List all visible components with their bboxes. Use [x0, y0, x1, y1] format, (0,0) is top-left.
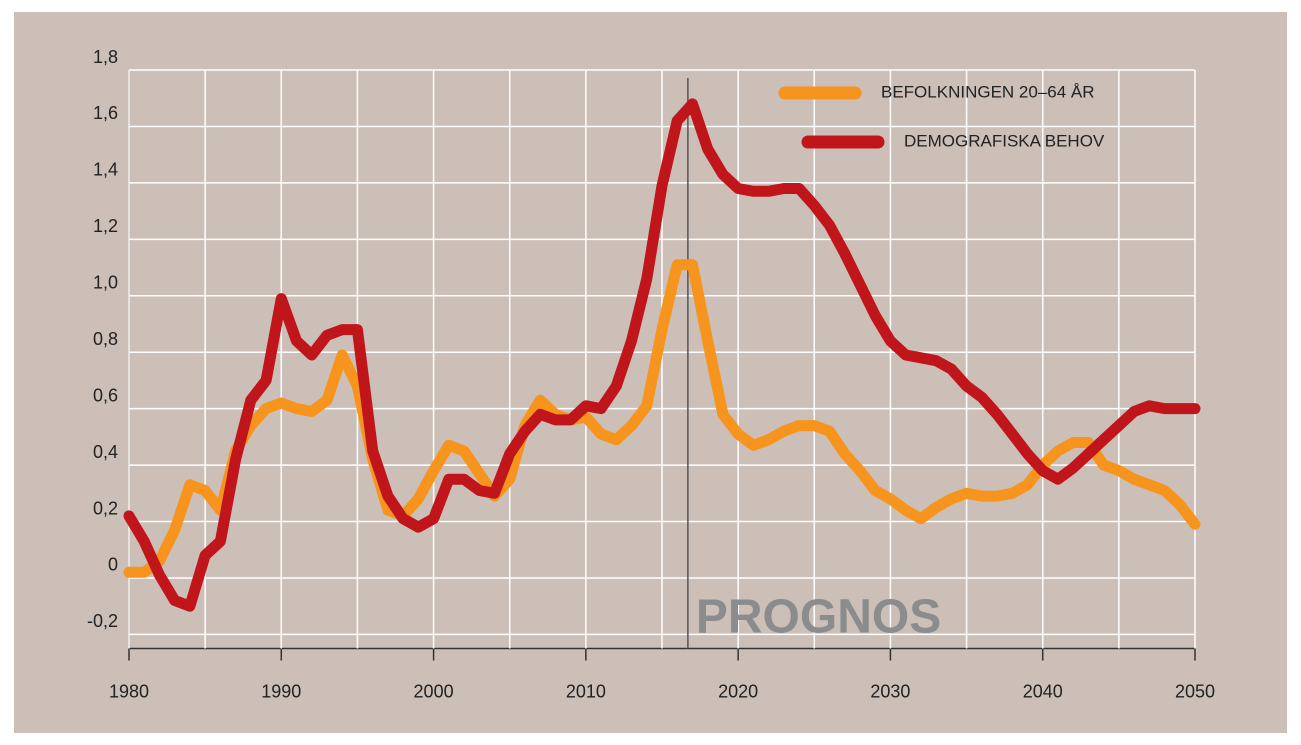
x-tick-label: 2020 — [718, 681, 758, 701]
x-tick-label: 2040 — [1023, 681, 1063, 701]
x-tick-label: 2030 — [870, 681, 910, 701]
x-tick-label: 1990 — [261, 681, 301, 701]
series-line — [123, 259, 1201, 578]
y-tick-label: 0,6 — [93, 385, 118, 405]
y-tick-label: 0,2 — [93, 498, 118, 518]
x-tick-label: 2050 — [1175, 681, 1215, 701]
x-tick-label: 2000 — [414, 681, 454, 701]
y-tick-label: 0,8 — [93, 329, 118, 349]
y-tick-label: 1,0 — [93, 273, 118, 293]
annotation-text: PROGNOS — [696, 591, 941, 644]
series-line — [123, 98, 1201, 612]
y-tick-label: 1,6 — [93, 103, 118, 123]
y-tick-label: 0,4 — [93, 442, 118, 462]
y-tick-label: 1,8 — [93, 47, 118, 67]
legend-label: DEMOGRAFISKA BEHOV — [904, 131, 1105, 150]
y-tick-label: -0,2 — [87, 611, 118, 631]
y-tick-label: 1,4 — [93, 160, 118, 180]
y-tick-label: 0 — [108, 555, 118, 575]
x-tick-label: 2010 — [566, 681, 606, 701]
y-tick-label: 1,2 — [93, 216, 118, 236]
x-tick-label: 1980 — [109, 681, 149, 701]
legend-label: BEFOLKNINGEN 20–64 ÅR — [881, 82, 1095, 101]
